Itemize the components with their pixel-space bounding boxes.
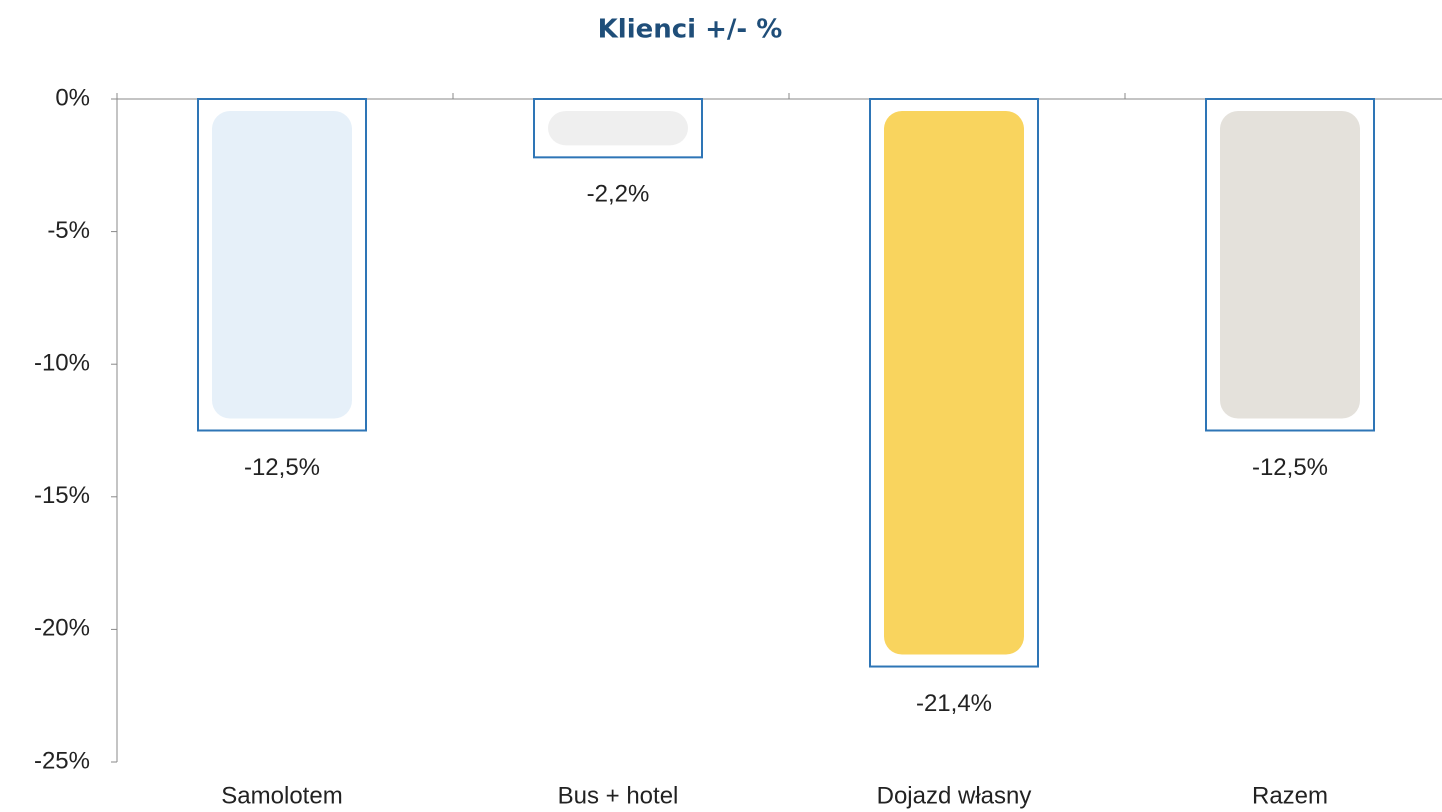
- value-label: -12,5%: [244, 454, 320, 481]
- value-label: -12,5%: [1252, 454, 1328, 481]
- y-tick-label: 0%: [55, 84, 90, 111]
- value-label: -2,2%: [587, 181, 650, 208]
- y-tick-label: -10%: [34, 350, 90, 377]
- x-tick-label: Bus + hotel: [558, 782, 679, 809]
- y-tick-label: -15%: [34, 482, 90, 509]
- chart-title: Klienci +/- %: [598, 15, 783, 45]
- bar-picture: [1220, 111, 1360, 419]
- bar-picture: [212, 111, 352, 419]
- y-tick-label: -25%: [34, 747, 90, 774]
- value-label: -21,4%: [916, 690, 992, 717]
- bar-picture: [884, 111, 1024, 655]
- y-tick-label: -5%: [47, 217, 90, 244]
- chart: Klienci +/- % 0% -5% -10% -15% -20% -25% Samol…: [0, 0, 1442, 812]
- y-tick-label: -20%: [34, 615, 90, 642]
- x-tick-label: Samolotem: [221, 782, 342, 809]
- bar-picture: [548, 111, 688, 145]
- x-tick-label: Razem: [1252, 782, 1328, 809]
- x-tick-label: Dojazd własny: [877, 782, 1032, 809]
